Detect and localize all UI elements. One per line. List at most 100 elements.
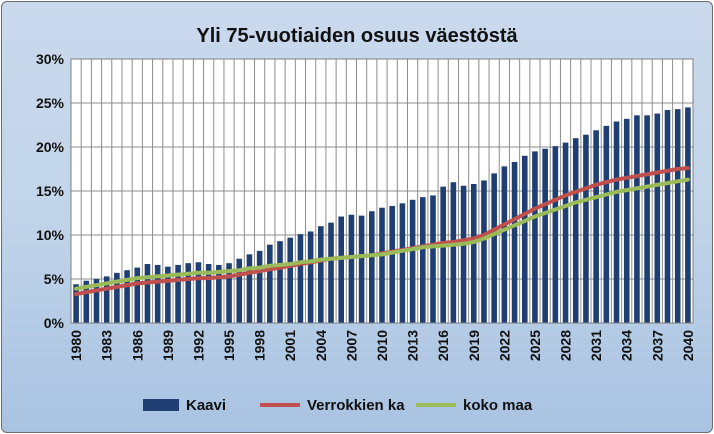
bar-kaavi [593,130,599,323]
bar-kaavi [542,148,548,323]
bar-kaavi [73,284,79,323]
bar-kaavi [287,237,294,323]
legend-label-koko-maa: koko maa [463,397,533,414]
bar-kaavi [521,155,528,323]
x-tick-label: 2016 [435,330,451,361]
bar-kaavi [501,166,508,323]
bar-kaavi [664,110,671,323]
bar-kaavi [430,195,436,323]
bar-kaavi [440,186,446,323]
x-tick-label: 1980 [68,330,84,361]
y-tick-label: 20% [36,139,65,155]
bar-kaavi [460,185,467,323]
x-tick-label: 2019 [466,330,482,361]
bar-kaavi [572,138,579,323]
bar-kaavi [470,183,477,323]
x-tick-label: 1992 [191,330,207,361]
bar-kaavi [358,215,365,323]
x-tick-label: 1986 [129,330,145,361]
x-tick-label: 2022 [496,330,512,361]
bar-kaavi [562,142,569,323]
y-tick-label: 30% [36,51,65,67]
bar-kaavi [236,258,243,323]
bar-kaavi [114,272,120,323]
x-tick-label: 1998 [252,330,268,361]
bar-kaavi [623,118,630,323]
y-tick-label: 25% [36,95,65,111]
bar-kaavi [583,134,589,323]
bar-kaavi [246,254,253,323]
x-tick-label: 2001 [282,330,298,361]
bar-kaavi [154,264,161,323]
bar-kaavi [216,264,222,323]
bar-kaavi [195,262,202,323]
x-tick-label: 2007 [343,330,359,361]
legend-label-verrokkien-ka: Verrokkien ka [307,397,405,414]
y-tick-label: 10% [36,227,65,243]
x-tick-label: 2025 [527,330,543,361]
x-tick-label: 2031 [588,330,604,361]
bar-kaavi [613,121,620,323]
bar-kaavi [277,241,283,323]
bar-kaavi [511,161,518,323]
bar-kaavi [185,263,192,323]
y-tick-label: 5% [44,271,65,287]
bar-kaavi [165,266,171,323]
bar-kaavi [307,231,314,323]
bar-kaavi [318,226,324,323]
plot-area: 0% 5% 10% 15% 20% 25% 30% 1980 1983 1986 1989 1992 1… [36,51,696,361]
bar-kaavi [328,222,334,323]
series-line-koko-maa [74,177,690,291]
bar-kaavi [205,264,212,323]
x-tick-label: 2004 [313,330,329,361]
bar-kaavi [399,203,406,323]
bar-kaavi [124,270,130,323]
bar-kaavi [267,244,273,323]
x-tick-label: 2040 [680,330,696,361]
x-tick-label: 1989 [160,330,176,361]
bar-kaavi [389,205,396,323]
plot-border [70,58,694,324]
bar-kaavi [552,146,559,323]
bar-kaavi [674,109,681,323]
bar-kaavi [134,267,141,323]
bar-kaavi [93,279,100,323]
legend-swatch-kaavi [143,399,179,411]
bar-kaavi [532,151,538,323]
bar-kaavi [368,211,375,323]
x-tick-label: 2013 [405,330,421,361]
bar-kaavi [654,113,661,323]
bar-kaavi [256,250,263,323]
bar-kaavi [409,199,416,323]
bar-kaavi [379,207,385,323]
x-tick-label: 1983 [99,330,115,361]
bar-kaavi [603,125,610,323]
y-tick-label: 15% [36,183,65,199]
bar-kaavi [419,197,426,323]
y-tick-label: 0% [44,315,65,331]
bar-kaavi [226,263,232,323]
x-tick-label: 2037 [649,330,665,361]
bar-kaavi [338,216,345,323]
x-tick-label: 1995 [221,330,237,361]
legend-label-kaavi: Kaavi [186,397,226,414]
bar-kaavi [297,234,304,323]
bar-kaavi [103,276,110,323]
bar-kaavi [450,182,457,323]
bar-kaavi [348,214,355,323]
x-tick-label: 2028 [558,330,574,361]
bar-kaavi [175,264,181,323]
legend: Kaavi Verrokkien ka koko maa [143,397,533,414]
chart-title: Yli 75-vuotiaiden osuus väestöstä [196,25,518,47]
bar-kaavi [83,280,90,323]
x-tick-label: 2034 [619,330,635,361]
bar-kaavi [491,173,497,323]
bar-kaavi [144,264,151,323]
bar-kaavi [481,180,487,323]
bar-kaavi [644,115,650,323]
x-tick-label: 2010 [374,330,390,361]
bar-kaavi [634,115,640,323]
bar-kaavi [685,107,691,324]
